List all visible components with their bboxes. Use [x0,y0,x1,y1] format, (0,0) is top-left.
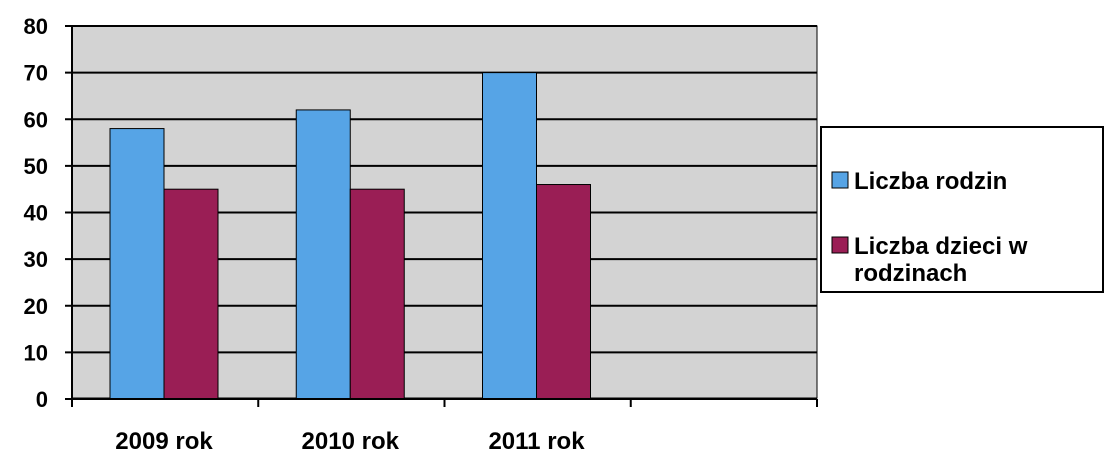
y-tick-label: 40 [24,201,48,226]
bar-liczba-dzieci [163,188,219,400]
y-tick-label: 0 [36,387,48,412]
bar-liczba-dzieci [349,188,405,400]
bar-liczba-rodzin [109,128,165,400]
bars [109,72,591,400]
y-axis-ticks: 0 10 20 30 40 50 60 70 80 [24,14,72,412]
y-tick-label: 20 [24,294,48,319]
x-axis-ticks [71,399,818,407]
y-tick-label: 10 [24,340,48,365]
legend-box [820,126,1104,293]
bar-liczba-rodzin [482,72,537,400]
x-category-label: 2011 rok [488,428,585,455]
y-tick-label: 30 [24,247,48,272]
x-axis-labels: 2009 rok 2010 rok 2011 rok [115,428,585,455]
bar-liczba-dzieci [536,184,591,400]
bar-liczba-rodzin [295,109,351,400]
y-tick-label: 50 [24,154,48,179]
legend-label-liczba-dzieci-line1: Liczba dzieci w [854,233,1028,260]
legend-label-liczba-dzieci-line2: rodzinach [854,260,967,287]
y-tick-label: 70 [24,61,48,86]
legend-swatch-liczba-dzieci [831,236,849,254]
legend: Liczba rodzin Liczba dzieci w rodzinach [820,126,1104,293]
x-category-label: 2009 rok [115,428,213,455]
y-tick-label: 80 [24,14,48,39]
x-category-label: 2010 rok [302,428,400,455]
y-tick-label: 60 [24,107,48,132]
legend-swatch-liczba-rodzin [831,171,849,189]
legend-label-liczba-rodzin: Liczba rodzin [854,168,1007,195]
